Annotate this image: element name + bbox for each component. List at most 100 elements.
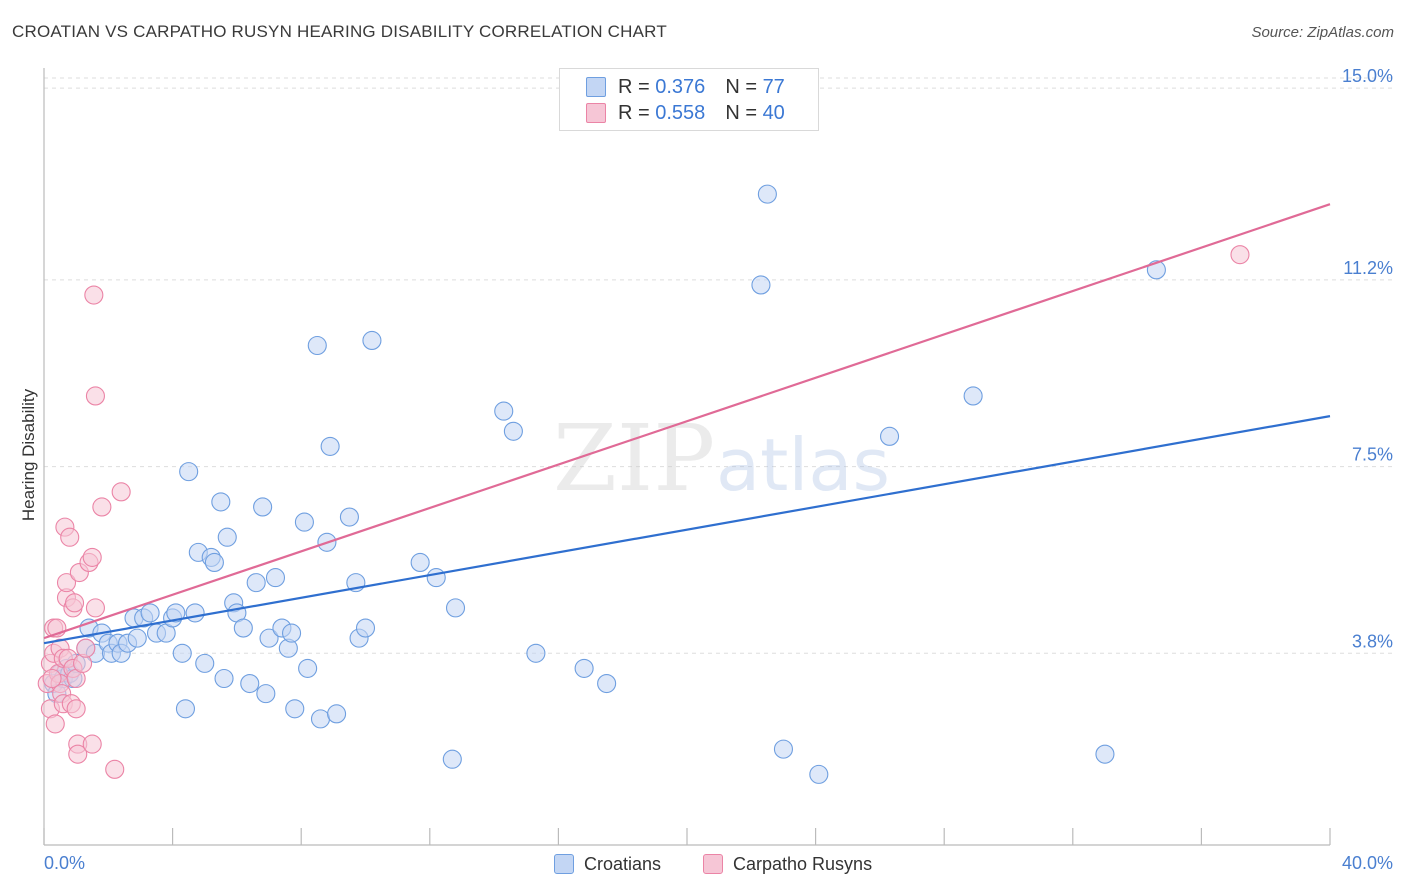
croatians-point-52[interactable] <box>310 709 331 729</box>
croatians-point-60[interactable] <box>362 330 382 351</box>
scatter-points <box>37 184 1250 784</box>
carpatho-rusyns-point-38[interactable] <box>1230 245 1250 265</box>
legend-row-croatians: R = 0.376 N = 77 <box>586 74 785 100</box>
watermark-atlas: atlas <box>716 423 890 507</box>
stats-legend: R = 0.376 N = 77 R = 0.558 N = 40 <box>559 68 819 131</box>
carpatho-rusyns-point-17[interactable] <box>60 527 80 547</box>
croatians-point-67[interactable] <box>526 643 546 663</box>
legend-row-carpatho-rusyns: R = 0.558 N = 40 <box>586 100 785 126</box>
carpatho-rusyns-point-32[interactable] <box>84 285 104 305</box>
y-tick-label-3: 15.0% <box>1342 66 1393 86</box>
croatians-point-18[interactable] <box>127 628 147 648</box>
carpatho-rusyns-point-23[interactable] <box>66 699 86 719</box>
gridlines <box>44 77 1392 654</box>
chart-title: CROATIAN VS CARPATHO RUSYN HEARING DISAB… <box>12 22 667 41</box>
croatians-point-26[interactable] <box>175 699 196 719</box>
croatians-point-28[interactable] <box>185 603 205 623</box>
croatians-point-38[interactable] <box>233 618 253 638</box>
y-tick-label-1: 7.5% <box>1352 445 1393 465</box>
carpatho-rusyns-point-36[interactable] <box>105 759 125 779</box>
x-tick-label-max: 40.0% <box>1342 853 1393 873</box>
croatians-point-44[interactable] <box>265 568 286 588</box>
x-tick-marks <box>43 828 1331 845</box>
legend-item-croatians[interactable]: Croatians <box>554 851 661 877</box>
croatians-point-27[interactable] <box>179 462 199 482</box>
croatians-point-54[interactable] <box>320 436 340 456</box>
source-label: Source: ZipAtlas.com <box>1251 24 1394 41</box>
croatians-point-70[interactable] <box>751 275 771 295</box>
croatians-point-64[interactable] <box>445 598 466 618</box>
croatians-point-39[interactable] <box>240 673 260 694</box>
croatians-point-32[interactable] <box>204 552 224 573</box>
croatians-point-74[interactable] <box>879 426 900 446</box>
carpatho-rusyns-point-30[interactable] <box>82 547 102 567</box>
carpatho-rusyns-trend-line <box>43 203 1331 640</box>
carpatho-rusyns-point-39[interactable] <box>42 668 62 689</box>
croatians-legend-swatch <box>554 854 574 874</box>
croatians-point-75[interactable] <box>963 386 983 406</box>
r-label: R = <box>618 101 650 124</box>
croatians-point-35[interactable] <box>217 527 237 547</box>
carpatho-rusyns-legend-label: Carpatho Rusyns <box>733 853 873 874</box>
carpatho-rusyns-point-21[interactable] <box>64 593 85 613</box>
croatians-n-value: 77 <box>762 75 785 98</box>
croatians-point-40[interactable] <box>246 573 266 593</box>
croatians-point-33[interactable] <box>211 492 231 512</box>
y-axis-label: Hearing Disability <box>19 388 38 521</box>
croatians-point-20[interactable] <box>140 603 160 623</box>
y-tick-label-0: 3.8% <box>1352 631 1393 651</box>
croatians-point-62[interactable] <box>426 568 446 588</box>
carpatho-rusyns-swatch <box>586 103 606 123</box>
carpatho-rusyns-n-value: 40 <box>762 101 785 124</box>
croatians-point-30[interactable] <box>195 653 215 673</box>
carpatho-rusyns-point-25[interactable] <box>68 744 88 764</box>
croatians-point-65[interactable] <box>494 401 514 421</box>
croatians-point-72[interactable] <box>773 739 794 759</box>
croatians-point-47[interactable] <box>282 623 302 643</box>
carpatho-rusyns-point-5[interactable] <box>45 714 65 734</box>
croatians-point-61[interactable] <box>410 552 430 573</box>
croatians-point-66[interactable] <box>503 421 523 441</box>
croatians-point-42[interactable] <box>256 684 276 704</box>
croatians-point-59[interactable] <box>355 618 376 638</box>
trend-lines <box>43 203 1331 645</box>
carpatho-rusyns-legend-swatch <box>703 854 723 874</box>
croatians-legend-label: Croatians <box>584 853 662 874</box>
croatians-point-73[interactable] <box>809 764 829 784</box>
croatians-point-71[interactable] <box>757 184 777 204</box>
carpatho-rusyns-point-35[interactable] <box>92 497 112 517</box>
croatians-trend-line <box>43 415 1331 645</box>
croatians-swatch <box>586 77 606 97</box>
carpatho-rusyns-point-33[interactable] <box>85 386 105 406</box>
croatians-point-50[interactable] <box>298 658 318 678</box>
croatians-point-25[interactable] <box>172 643 192 663</box>
x-tick-label-min: 0.0% <box>44 853 85 873</box>
croatians-point-69[interactable] <box>597 673 617 694</box>
carpatho-rusyns-point-28[interactable] <box>76 638 96 658</box>
croatians-point-55[interactable] <box>327 704 347 724</box>
croatians-point-43[interactable] <box>259 628 279 648</box>
croatians-r-value: 0.376 <box>655 75 706 98</box>
croatians-point-49[interactable] <box>294 512 314 532</box>
carpatho-rusyns-point-15[interactable] <box>56 573 77 593</box>
y-tick-label-2: 11.2% <box>1343 258 1393 278</box>
croatians-point-76[interactable] <box>1095 744 1115 764</box>
croatians-point-68[interactable] <box>574 658 594 678</box>
croatians-point-34[interactable] <box>214 668 234 689</box>
n-label: N = <box>725 101 757 124</box>
watermark: ZIP atlas <box>553 405 890 512</box>
carpatho-rusyns-point-37[interactable] <box>111 482 131 502</box>
croatians-point-48[interactable] <box>285 699 305 719</box>
legend-item-carpatho-rusyns[interactable]: Carpatho Rusyns <box>703 851 872 877</box>
croatians-point-56[interactable] <box>339 507 359 527</box>
carpatho-rusyns-point-31[interactable] <box>82 734 102 754</box>
croatians-point-63[interactable] <box>442 749 462 769</box>
n-label: N = <box>725 75 757 98</box>
carpatho-rusyns-point-34[interactable] <box>85 598 105 618</box>
croatians-point-51[interactable] <box>307 335 327 356</box>
croatians-point-41[interactable] <box>253 497 273 517</box>
y-tick-labels: 3.8% 7.5% 11.2% 15.0% <box>1342 66 1393 651</box>
watermark-zip: ZIP <box>553 405 715 512</box>
croatians-point-24[interactable] <box>166 603 186 623</box>
